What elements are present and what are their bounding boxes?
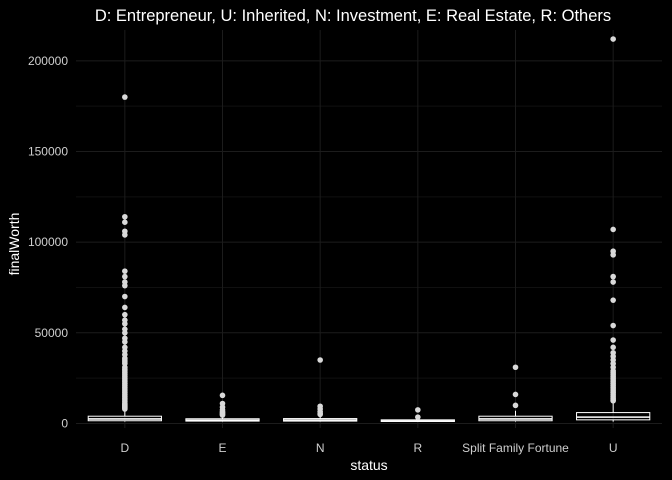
outlier-point xyxy=(122,282,128,289)
outlier-point xyxy=(610,279,616,285)
outlier-point xyxy=(317,411,323,418)
x-tick-label: Split Family Fortune xyxy=(462,441,569,455)
box-n xyxy=(283,357,358,422)
outlier-point xyxy=(415,414,421,420)
outlier-point xyxy=(512,364,519,371)
x-tick-label: N xyxy=(316,441,325,455)
y-axis-ticks: 0 50000 100000 150000 200000 xyxy=(28,54,68,431)
box-e xyxy=(185,392,260,422)
outlier-point xyxy=(610,322,616,329)
box-u xyxy=(576,36,651,422)
outlier-point xyxy=(610,36,616,42)
outlier-point xyxy=(610,273,616,280)
x-tick-label: E xyxy=(218,441,226,455)
outlier-point xyxy=(610,344,616,351)
y-tick-label: 100000 xyxy=(28,235,68,249)
y-tick-label: 150000 xyxy=(28,144,68,158)
outlier-point xyxy=(122,406,128,412)
y-tick-label: 200000 xyxy=(28,54,68,68)
x-tick-label: U xyxy=(609,441,618,455)
outlier-point xyxy=(610,226,616,233)
outlier-point xyxy=(122,339,128,345)
x-axis-label: status xyxy=(350,457,387,473)
box-d xyxy=(87,94,162,422)
outlier-point xyxy=(610,252,616,258)
grid-lines xyxy=(76,30,662,428)
box-body xyxy=(576,412,651,421)
y-tick-label: 50000 xyxy=(35,326,69,340)
chart-title: D: Entrepreneur, U: Inherited, N: Invest… xyxy=(95,7,611,25)
outlier-point xyxy=(219,412,226,418)
outlier-point xyxy=(122,320,128,327)
box-split-family-fortune xyxy=(478,364,553,422)
outlier-point xyxy=(122,273,128,280)
x-tick-label: R xyxy=(413,441,422,455)
outlier-point xyxy=(512,391,519,398)
outlier-point xyxy=(610,337,616,343)
outlier-point xyxy=(415,407,421,413)
outlier-point xyxy=(610,297,616,303)
outlier-point xyxy=(122,219,128,226)
y-axis-label: finalWorth xyxy=(6,213,22,276)
outlier-point xyxy=(122,232,128,238)
outlier-point xyxy=(122,330,128,336)
outlier-point xyxy=(122,304,128,311)
box-series xyxy=(87,36,651,422)
outlier-point xyxy=(122,311,128,318)
outlier-point xyxy=(610,398,616,404)
outlier-point xyxy=(317,357,323,363)
outlier-point xyxy=(219,392,226,399)
x-axis-ticks: D E N R Split Family Fortune U xyxy=(120,441,617,455)
outlier-point xyxy=(122,213,128,220)
outlier-point xyxy=(122,293,128,300)
outlier-point xyxy=(512,402,519,409)
outlier-point xyxy=(122,268,128,274)
x-tick-label: D xyxy=(120,441,129,455)
box-r xyxy=(380,407,455,422)
y-tick-label: 0 xyxy=(61,416,68,430)
outlier-point xyxy=(122,94,128,100)
